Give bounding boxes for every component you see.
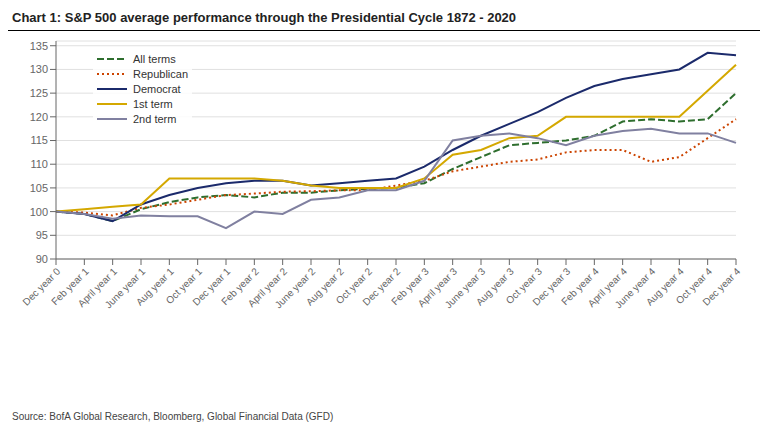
svg-text:135: 135 (30, 40, 48, 52)
html-text:Source: BofA Global Research,: Source: BofA Global Research, Bloomberg,… (12, 411, 334, 422)
svg-text:130: 130 (30, 63, 48, 75)
svg-text:Aug year 3: Aug year 3 (473, 265, 516, 308)
svg-text:June year 1: June year 1 (102, 265, 148, 311)
svg-text:105: 105 (30, 182, 48, 194)
svg-text:115: 115 (30, 134, 48, 146)
svg-text:April year 1: April year 1 (75, 265, 120, 310)
svg-text:110: 110 (30, 158, 48, 170)
svg-text:April year 4: April year 4 (585, 265, 630, 310)
svg-text:June year 4: June year 4 (612, 265, 658, 311)
html-text:All terms: All terms (133, 53, 176, 65)
svg-text:Oct year 1: Oct year 1 (163, 265, 205, 307)
svg-text:Feb year 2: Feb year 2 (219, 265, 261, 308)
svg-text:Feb year 4: Feb year 4 (559, 265, 601, 308)
svg-text:100: 100 (30, 206, 48, 218)
svg-text:June year 3: June year 3 (442, 265, 488, 311)
svg-text:125: 125 (30, 87, 48, 99)
svg-text:Dec year 1: Dec year 1 (190, 265, 233, 308)
svg-text:April year 3: April year 3 (415, 265, 460, 310)
html-text:Chart 1: S&P 500 average perfo: Chart 1: S&P 500 average performance thr… (12, 10, 517, 25)
svg-text:95: 95 (36, 229, 48, 241)
svg-text:Oct year 3: Oct year 3 (503, 265, 545, 307)
svg-text:Aug year 4: Aug year 4 (643, 265, 686, 308)
svg-text:90: 90 (36, 253, 48, 265)
svg-text:Dec year 4: Dec year 4 (700, 265, 742, 307)
html-text:2nd term: 2nd term (133, 113, 177, 125)
svg-text:Oct year 2: Oct year 2 (333, 265, 375, 307)
html-text:Democrat: Democrat (133, 83, 181, 95)
svg-text:Oct year 4: Oct year 4 (673, 265, 715, 307)
svg-text:Dec year 2: Dec year 2 (360, 265, 403, 308)
svg-text:Feb year 1: Feb year 1 (49, 265, 91, 308)
svg-text:Aug year 1: Aug year 1 (133, 265, 176, 308)
svg-text:Dec year 3: Dec year 3 (530, 265, 573, 308)
html-text:Republican: Republican (133, 68, 188, 80)
svg-text:June year 2: June year 2 (272, 265, 318, 311)
svg-text:120: 120 (30, 111, 48, 123)
svg-text:Aug year 2: Aug year 2 (303, 265, 346, 308)
svg-text:Feb year 3: Feb year 3 (389, 265, 431, 308)
svg-text:Dec year 0: Dec year 0 (20, 265, 63, 308)
svg-text:April year 2: April year 2 (245, 265, 290, 310)
html-text:1st term: 1st term (133, 98, 173, 110)
